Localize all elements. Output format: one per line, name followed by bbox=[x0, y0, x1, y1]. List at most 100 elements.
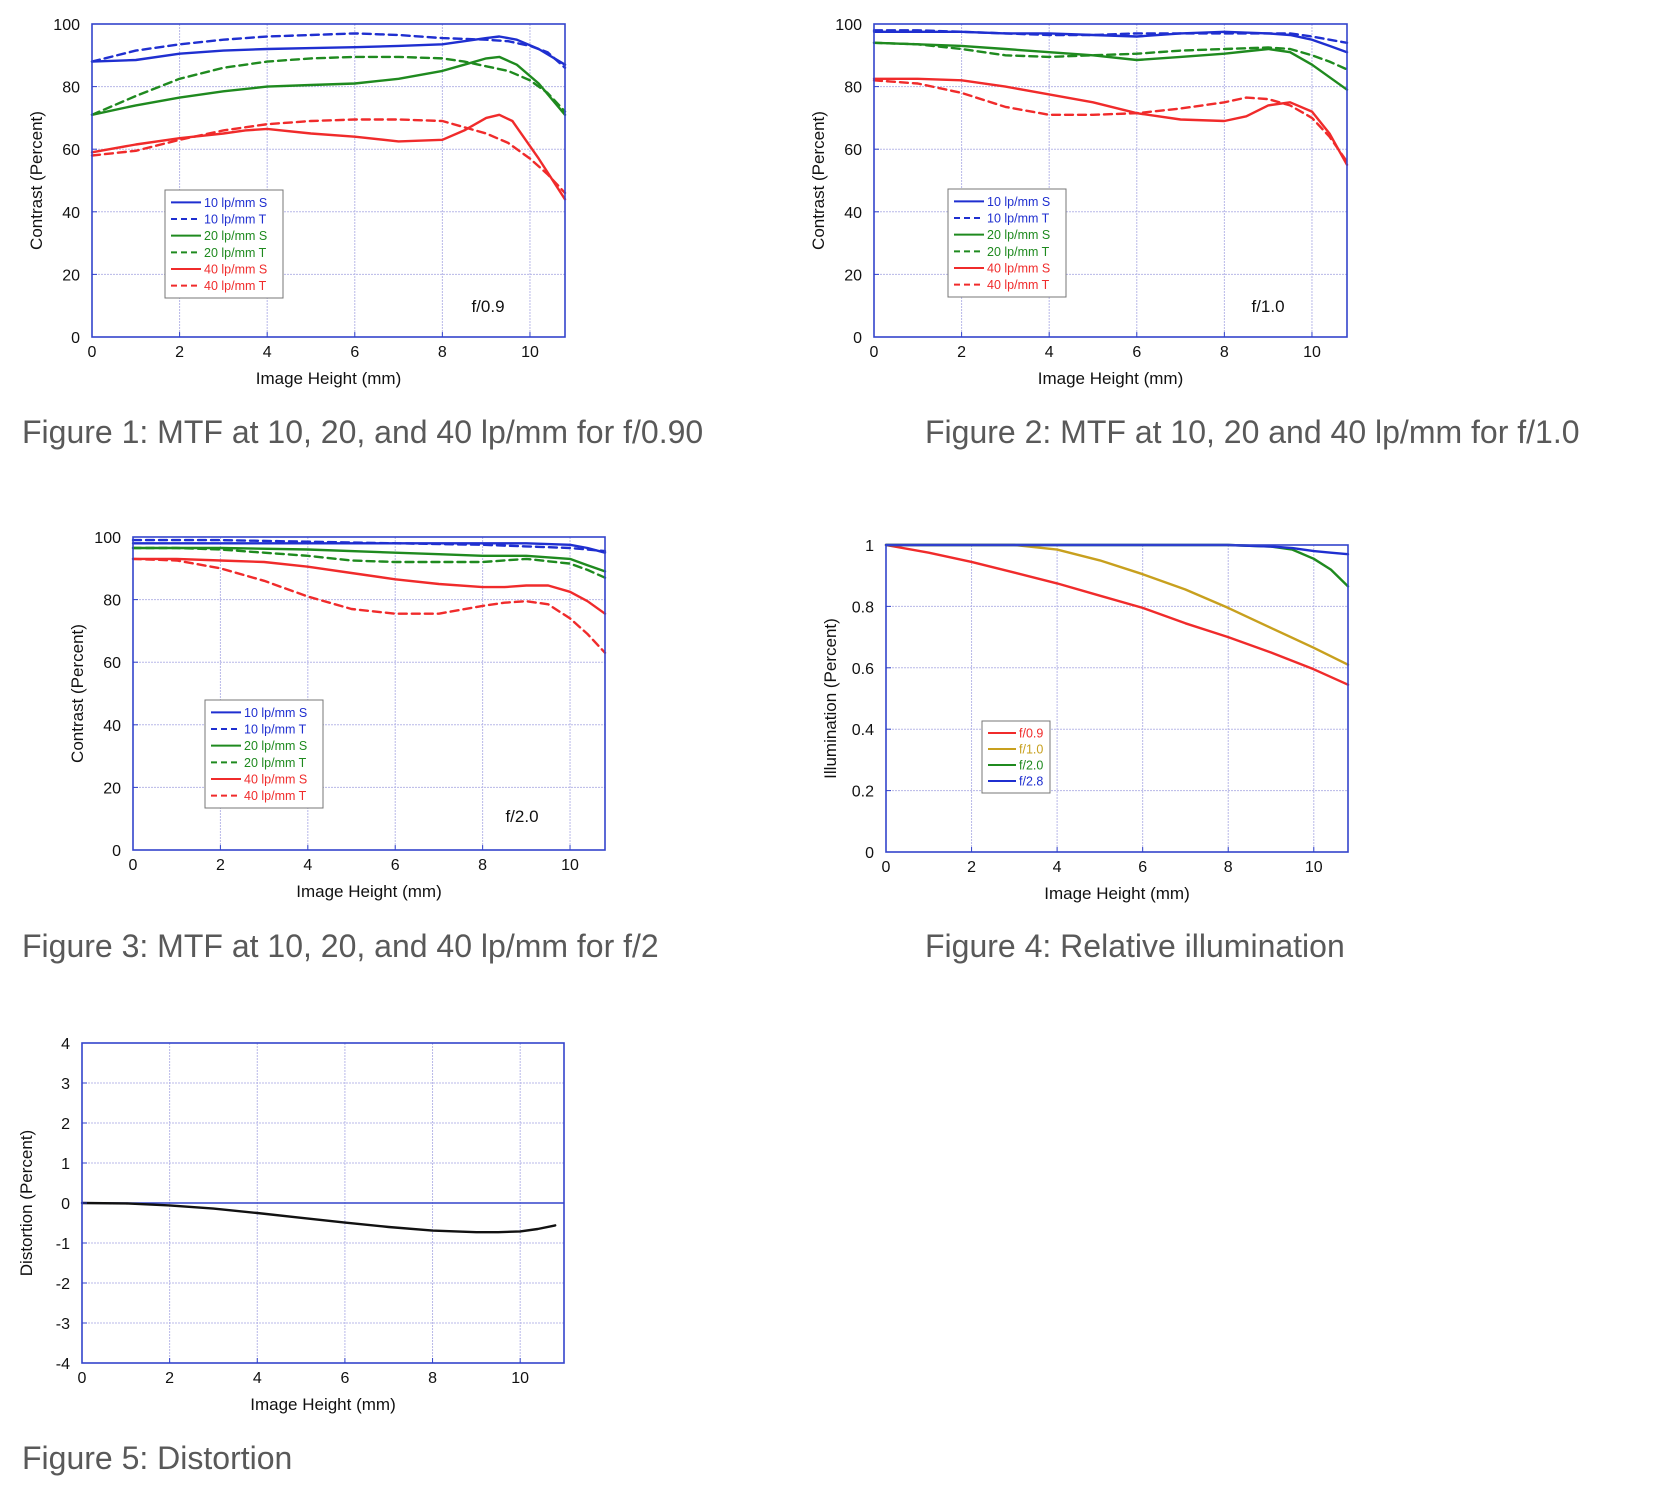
x-tick-label: 10 bbox=[521, 344, 539, 361]
x-tick-label: 0 bbox=[88, 344, 97, 361]
y-tick-label: 0 bbox=[61, 1196, 70, 1213]
x-axis-label: Image Height (mm) bbox=[296, 882, 441, 901]
legend: f/0.9 f/1.0 f/2.0 f/2.8 bbox=[981, 720, 1051, 794]
legend-label: 40 lp/mm T bbox=[987, 278, 1050, 292]
y-tick-label: 0.6 bbox=[852, 661, 874, 678]
legend-label: 20 lp/mm S bbox=[987, 228, 1050, 242]
x-tick-label: 4 bbox=[1045, 344, 1054, 361]
y-tick-label: -3 bbox=[56, 1316, 70, 1333]
legend-label: f/2.8 bbox=[1019, 775, 1043, 789]
y-tick-label: 0.2 bbox=[852, 784, 874, 801]
y-tick-label: 100 bbox=[53, 17, 80, 34]
f-number-annotation: f/1.0 bbox=[1251, 297, 1284, 316]
legend-label: f/0.9 bbox=[1019, 727, 1043, 741]
x-tick-label: 0 bbox=[870, 344, 879, 361]
y-tick-label: 0.8 bbox=[852, 599, 874, 616]
legend-label: 20 lp/mm T bbox=[204, 246, 267, 260]
plot-frame bbox=[885, 544, 1349, 853]
series-line bbox=[90, 55, 567, 116]
plot-frame bbox=[91, 23, 566, 338]
legend-label: 40 lp/mm T bbox=[204, 279, 267, 293]
legend-label: 20 lp/mm S bbox=[204, 229, 267, 243]
f-number-annotation: f/0.9 bbox=[471, 297, 504, 316]
y-tick-label: -4 bbox=[56, 1356, 70, 1373]
y-axis-label: Contrast (Percent) bbox=[809, 111, 828, 250]
x-tick-label: 2 bbox=[175, 344, 184, 361]
legend-box bbox=[204, 699, 324, 809]
y-tick-label: 3 bbox=[61, 1076, 70, 1093]
x-tick-label: 2 bbox=[957, 344, 966, 361]
x-axis-label: Image Height (mm) bbox=[256, 369, 401, 388]
series-line bbox=[884, 543, 1350, 686]
series-line bbox=[872, 79, 1349, 163]
legend-label: 20 lp/mm T bbox=[987, 245, 1050, 259]
y-tick-label: 1 bbox=[61, 1156, 70, 1173]
x-axis-label: Image Height (mm) bbox=[1044, 884, 1189, 903]
legend-label: 10 lp/mm S bbox=[244, 706, 307, 720]
series-line bbox=[131, 538, 607, 553]
series-line bbox=[872, 41, 1349, 71]
y-tick-label: 0 bbox=[865, 845, 874, 862]
series-line bbox=[872, 29, 1349, 44]
y-tick-label: 1 bbox=[865, 538, 874, 555]
legend-label: 40 lp/mm S bbox=[204, 263, 267, 277]
x-tick-label: 6 bbox=[1132, 344, 1141, 361]
y-tick-label: 40 bbox=[103, 718, 121, 735]
y-axis-label: Contrast (Percent) bbox=[27, 111, 46, 250]
plot-area bbox=[874, 24, 1347, 337]
figure-4-caption: Figure 4: Relative illumination bbox=[925, 928, 1345, 964]
x-axis-label: Image Height (mm) bbox=[250, 1395, 395, 1414]
legend-label: f/2.0 bbox=[1019, 759, 1043, 773]
plot-area bbox=[92, 24, 565, 337]
y-axis-label: Illumination (Percent) bbox=[821, 618, 840, 779]
y-tick-label: 60 bbox=[103, 655, 121, 672]
f-number-annotation: f/2.0 bbox=[505, 807, 538, 826]
legend-box bbox=[947, 188, 1067, 298]
series-line bbox=[90, 32, 567, 69]
x-tick-label: 8 bbox=[1220, 344, 1229, 361]
legend: 10 lp/mm S 10 lp/mm T 20 lp/mm S 20 lp/mm T… bbox=[164, 189, 284, 299]
y-tick-label: 0 bbox=[853, 330, 862, 347]
y-tick-label: 100 bbox=[835, 17, 862, 34]
x-tick-label: 0 bbox=[78, 1370, 87, 1387]
x-tick-label: 8 bbox=[438, 344, 447, 361]
legend-label: 10 lp/mm S bbox=[204, 196, 267, 210]
x-tick-label: 10 bbox=[561, 857, 579, 874]
plot-area bbox=[886, 545, 1348, 852]
series-line bbox=[131, 557, 607, 654]
series-line bbox=[90, 35, 567, 66]
x-tick-label: 6 bbox=[350, 344, 359, 361]
series-line bbox=[131, 542, 607, 554]
y-tick-label: 20 bbox=[844, 267, 862, 284]
legend: 10 lp/mm S 10 lp/mm T 20 lp/mm S 20 lp/mm T… bbox=[204, 699, 324, 809]
series-line bbox=[131, 546, 607, 579]
legend-label: 10 lp/mm T bbox=[204, 213, 267, 227]
x-tick-label: 10 bbox=[1305, 859, 1323, 876]
legend-label: 10 lp/mm T bbox=[244, 723, 307, 737]
legend-label: 20 lp/mm T bbox=[244, 756, 307, 770]
plot-frame bbox=[132, 536, 606, 851]
y-tick-label: -2 bbox=[56, 1276, 70, 1293]
legend: 10 lp/mm S 10 lp/mm T 20 lp/mm S 20 lp/mm T… bbox=[947, 188, 1067, 298]
y-tick-label: 80 bbox=[62, 80, 80, 97]
x-tick-label: 10 bbox=[511, 1370, 529, 1387]
y-tick-label: 20 bbox=[103, 780, 121, 797]
plot-area bbox=[133, 537, 605, 850]
y-tick-label: 0 bbox=[71, 330, 80, 347]
y-axis-label: Distortion (Percent) bbox=[17, 1130, 36, 1276]
y-tick-label: 80 bbox=[844, 80, 862, 97]
legend-label: 40 lp/mm T bbox=[244, 789, 307, 803]
chart-4: 0 2 4 6 8 10 0 0.2 0.4 0.6 0.8 1 Image Height (mm) Il… bbox=[821, 538, 1350, 903]
y-tick-label: 60 bbox=[844, 142, 862, 159]
legend-label: 10 lp/mm T bbox=[987, 212, 1050, 226]
x-tick-label: 4 bbox=[263, 344, 272, 361]
x-tick-label: 0 bbox=[129, 857, 138, 874]
legend-label: 40 lp/mm S bbox=[987, 262, 1050, 276]
series-line bbox=[80, 1201, 557, 1234]
x-tick-label: 2 bbox=[165, 1370, 174, 1387]
legend-label: f/1.0 bbox=[1019, 743, 1043, 757]
y-tick-label: -1 bbox=[56, 1236, 70, 1253]
